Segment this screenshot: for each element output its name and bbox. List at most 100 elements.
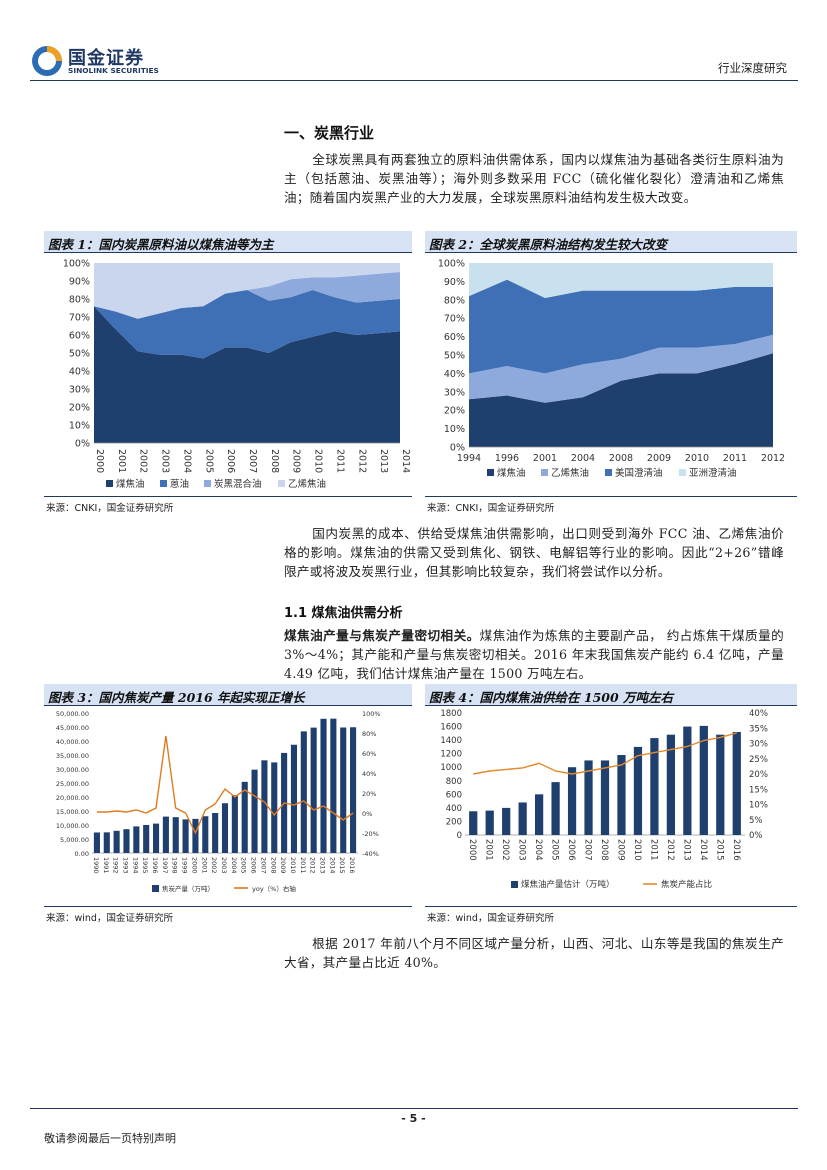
paragraph-2-text: 国内炭黑的成本、供给受煤焦油供需影响，出口则受到海外 FCC 油、乙烯焦油价格的… (284, 526, 784, 579)
section-heading: 一、炭黑行业 (284, 124, 375, 142)
bar (152, 823, 160, 853)
x-tick-label: 2011 (648, 839, 658, 861)
left-y-tick-label: 50,000.00 (56, 710, 89, 718)
bar (699, 725, 708, 835)
legend-swatch-bars (152, 885, 159, 892)
x-tick-label: 2012 (309, 857, 317, 874)
left-y-tick-label: 25,000.00 (56, 780, 89, 788)
y-tick-label: 90% (444, 277, 465, 288)
left-y-tick-label: 400 (446, 804, 462, 814)
y-tick-label: 30% (69, 385, 90, 396)
bar (650, 738, 659, 835)
left-y-tick-label: 20,000.00 (56, 794, 89, 802)
left-y-tick-label: 1200 (440, 750, 462, 760)
legend-swatch (541, 469, 548, 476)
bar (212, 813, 219, 853)
bar (310, 727, 317, 853)
figure-1-title: 图表 1：国内炭黑原料油以煤焦油等为主 (44, 231, 412, 253)
x-tick-label: 2001 (116, 449, 127, 473)
legend-swatch-bars (511, 881, 518, 888)
bar (320, 718, 327, 853)
bar (350, 727, 357, 853)
legend-swatch (278, 480, 285, 487)
y-tick-label: 20% (69, 403, 90, 414)
bar (103, 832, 110, 853)
legend-label-line: yoy（%）右轴 (252, 884, 296, 893)
paragraph-1-text: 全球炭黑具有两套独立的原料油供需体系，国内以煤焦油为基础各类衍生原料油为主（包括… (284, 152, 784, 205)
right-y-tick-label: 80% (362, 730, 376, 738)
left-y-tick-label: 5,000.00 (60, 836, 89, 844)
x-tick-label: 2003 (160, 449, 171, 473)
area-series-4 (94, 263, 400, 319)
x-tick-label: 2007 (259, 857, 267, 874)
x-tick-label: 2010 (632, 839, 642, 861)
paragraph-1: 全球炭黑具有两套独立的原料油供需体系，国内以煤焦油为基础各类衍生原料油为主（包括… (284, 150, 784, 207)
bar (143, 825, 150, 853)
bar (172, 817, 179, 853)
x-tick-label: 1997 (161, 857, 169, 874)
bar (231, 795, 238, 853)
area-series-3 (94, 272, 400, 319)
chart-2: 0% 10% 20% 30% 40% 50% 60% 70% 80% 90% 100% 1994 199… (438, 259, 785, 480)
x-tick-label: 1996 (151, 857, 159, 874)
left-y-tick-label: 1400 (440, 736, 462, 746)
right-y-tick-label: 60% (362, 750, 376, 758)
bar (485, 810, 494, 835)
left-y-tick-label: 45,000.00 (56, 724, 89, 732)
right-y-tick-label: 20% (749, 770, 768, 780)
sub-heading: 1.1 煤焦油供需分析 (284, 606, 403, 621)
x-tick-label: 2003 (220, 857, 228, 874)
right-y-tick-label: 30% (749, 740, 768, 750)
x-tick-label: 2011 (299, 857, 307, 874)
bar (133, 826, 140, 853)
right-y-tick-label: 40% (362, 770, 376, 778)
bar (551, 782, 560, 835)
x-tick-label: 2014 (400, 449, 411, 473)
chart-1: 0% 10% 20% 30% 40% 50% 60% 70% 80% 90% 100% 2000 200… (63, 259, 411, 491)
paragraph-3-lead: 煤焦油产量与焦炭产量密切相关。 (284, 628, 480, 643)
x-tick-label: 2003 (517, 839, 527, 861)
bar (617, 755, 626, 835)
figure-1-source: 来源：CNKI，国金证券研究所 (46, 503, 174, 514)
x-tick-label: 1996 (495, 453, 519, 464)
figure-4-title: 图表 4：国内煤焦油供给在 1500 万吨左右 (425, 684, 797, 706)
x-tick-label: 2006 (566, 839, 576, 861)
x-tick-label: 2001 (533, 453, 557, 464)
logo-en: SINOLINK SECURITIES (68, 66, 159, 75)
paragraph-2: 国内炭黑的成本、供给受煤焦油供需影响，出口则受到海外 FCC 油、乙烯焦油价格的… (284, 524, 784, 581)
x-tick-label: 2016 (731, 839, 741, 861)
legend-label: 炭黑混合油 (214, 478, 262, 490)
y-tick-label: 40% (444, 369, 465, 380)
right-y-tick-label: -40% (362, 850, 379, 858)
y-tick-label: 40% (69, 367, 90, 378)
chart-4: 0 200 400 600 800 1000 1200 1400 1600 1800 0% 5% 10%… (440, 709, 768, 890)
left-y-tick-label: 800 (446, 777, 462, 787)
left-y-tick-label: 40,000.00 (56, 738, 89, 746)
left-y-tick-label: 35,000.00 (56, 752, 89, 760)
y-tick-label: 60% (69, 331, 90, 342)
y-tick-label: 10% (69, 421, 90, 432)
y-tick-label: 80% (444, 295, 465, 306)
bar (567, 767, 577, 835)
bar (271, 762, 278, 853)
x-tick-label: 2004 (230, 857, 238, 874)
bar (123, 829, 130, 853)
x-tick-label: 2015 (714, 839, 724, 861)
figure-1-bottom-rule (44, 496, 412, 497)
right-y-tick-label: 100% (362, 710, 381, 718)
x-tick-label: 2005 (203, 449, 214, 473)
x-tick-label: 1995 (141, 857, 149, 874)
x-tick-label: 2010 (313, 449, 324, 473)
x-tick-label: 1994 (131, 857, 139, 874)
figure-2-title: 图表 2：全球炭黑原料油结构发生较大改变 (425, 231, 797, 253)
area-series-1 (94, 306, 400, 443)
legend-label: 蒽油 (170, 478, 189, 490)
legend-swatch (106, 480, 113, 487)
right-y-tick-label: 15% (749, 785, 768, 795)
figure-2-source: 来源：CNKI，国金证券研究所 (427, 503, 555, 514)
x-tick-label: 1992 (112, 857, 120, 874)
paragraph-4-text: 根据 2017 年前八个月不同区域产量分析，山西、河北、山东等是我国的焦炭生产大… (284, 936, 784, 970)
y-tick-label: 70% (444, 314, 465, 325)
bar (716, 734, 725, 835)
x-tick-label: 2004 (533, 839, 543, 861)
